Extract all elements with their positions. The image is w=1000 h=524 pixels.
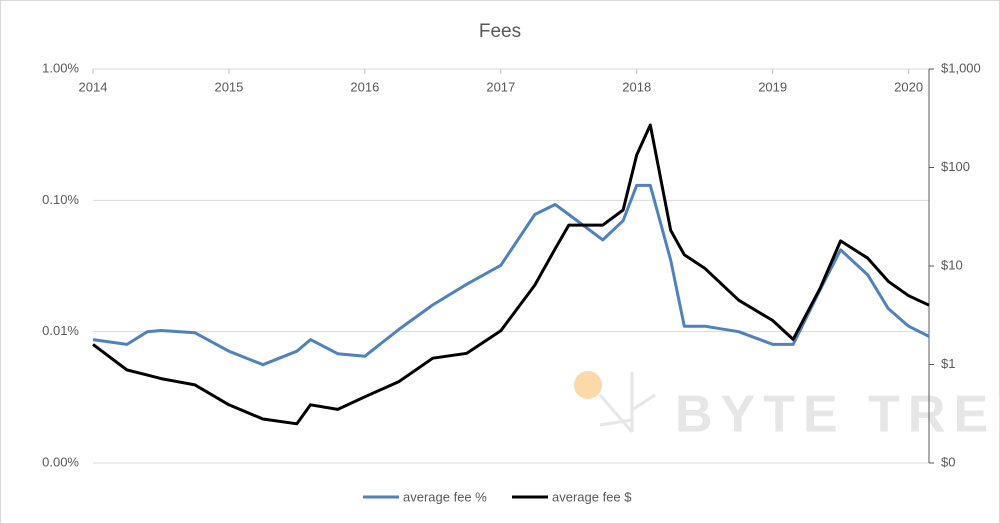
x-tick-label: 2020 [894,79,923,94]
watermark-logo [574,371,602,399]
x-tick-label: 2015 [214,79,243,94]
x-tick-label: 2014 [79,79,108,94]
series-line [92,123,930,426]
y-tick-label: 0.10% [42,192,79,207]
y2-tick-label: $100 [941,159,970,174]
y-tick-label: 0.00% [42,454,79,469]
y2-tick-label: $10 [941,257,963,272]
watermark: BYTE TREE [675,386,1000,444]
y2-tick-label: $0 [941,454,955,469]
chart-title: Fees [479,21,521,42]
watermark-logo [598,372,656,433]
x-tick-label: 2017 [486,79,515,94]
legend-label: average fee $ [552,489,632,504]
x-tick-label: 2016 [350,79,379,94]
y2-tick-label: $1,000 [941,60,981,75]
y2-tick-label: $1 [941,356,955,371]
y-tick-label: 1.00% [42,60,79,75]
x-tick-label: 2018 [622,79,651,94]
x-tick-label: 2019 [758,79,787,94]
legend-label: average fee % [403,489,487,504]
y-tick-label: 0.01% [42,323,79,338]
